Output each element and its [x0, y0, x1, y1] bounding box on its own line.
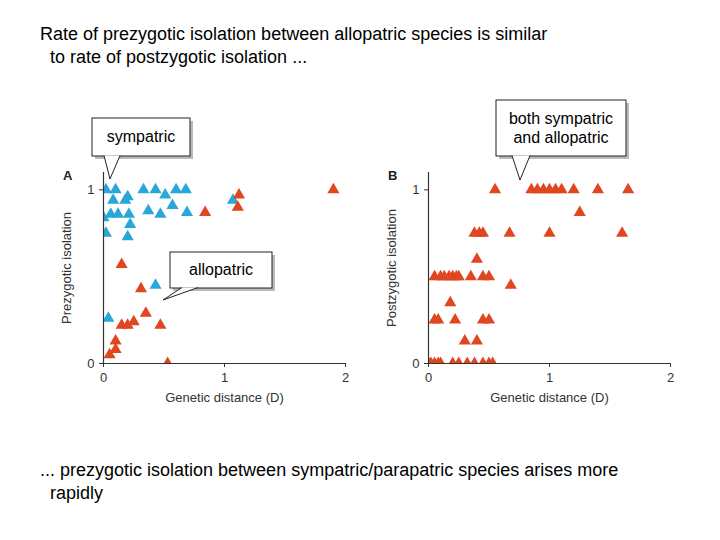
html-text:to rate of postzygotic isolati: to rate of postzygotic isolation ...	[50, 47, 308, 67]
svg-text:allopatric: allopatric	[189, 261, 253, 278]
html-text:rapidly: rapidly	[50, 483, 103, 503]
html-text:Rate of prezygotic isolation b: Rate of prezygotic isolation between all…	[40, 24, 548, 44]
html-text:B: B	[388, 168, 398, 183]
svg-text:sympatric: sympatric	[107, 128, 175, 145]
svg-text:1: 1	[221, 370, 228, 385]
html-text:... prezygotic isolation betwe: ... prezygotic isolation between sympatr…	[40, 460, 619, 480]
html-text:A: A	[63, 168, 73, 183]
svg-text:0: 0	[425, 370, 432, 385]
svg-text:1: 1	[546, 370, 553, 385]
svg-text:0: 0	[412, 356, 419, 371]
svg-text:both sympatric: both sympatric	[509, 110, 613, 127]
svg-text:0: 0	[100, 370, 107, 385]
svg-text:Genetic distance (D): Genetic distance (D)	[490, 390, 609, 405]
svg-text:1: 1	[87, 182, 94, 197]
svg-text:Genetic distance (D): Genetic distance (D)	[165, 390, 284, 405]
svg-text:0: 0	[87, 356, 94, 371]
svg-text:1: 1	[412, 182, 419, 197]
svg-text:and allopatric: and allopatric	[513, 129, 608, 146]
svg-text:2: 2	[342, 370, 349, 385]
svg-text:Prezygotic isolation: Prezygotic isolation	[59, 212, 74, 324]
svg-text:2: 2	[667, 370, 674, 385]
svg-text:Postzygotic isolation: Postzygotic isolation	[384, 209, 399, 327]
